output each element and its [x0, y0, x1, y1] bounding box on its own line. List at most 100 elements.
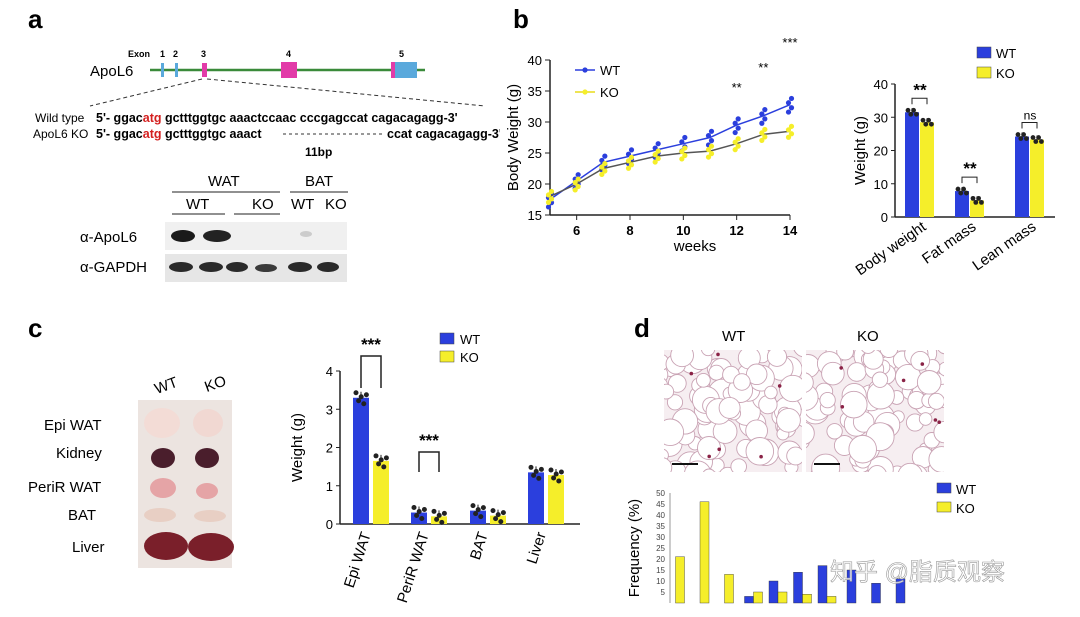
- significance-bracket: [1021, 122, 1038, 129]
- freq-bar-ko-4: [777, 591, 788, 604]
- adipocyte-cell: [867, 465, 887, 472]
- adipocyte-cell: [821, 361, 845, 386]
- data-dot: [923, 121, 929, 127]
- data-point-ko: [652, 152, 658, 158]
- adipocyte-cell: [918, 412, 933, 426]
- exon-4: [281, 62, 297, 78]
- histo-col-ko: KO: [857, 328, 879, 345]
- adipocyte-cell: [937, 350, 944, 355]
- photo-col-wt: WT: [152, 374, 180, 398]
- organ-bat: BAT: [68, 507, 96, 524]
- legend-label-ko: KO: [996, 66, 1015, 81]
- y-tick-label: 40: [528, 53, 542, 68]
- data-dot: [414, 513, 420, 519]
- histology-ko: [806, 350, 944, 472]
- data-point-wt: [759, 120, 765, 126]
- panel-b: b 15 20 25 30 35 40 6 8 10 12 14 weeks Body Weight (…: [505, 4, 1055, 279]
- nucleus: [840, 405, 845, 409]
- tissue-perir-ko: [196, 483, 218, 499]
- freq-bar-wt-6: [817, 565, 828, 604]
- tissue-epi-wt: [144, 408, 180, 438]
- y-axis-label: Body Weight (g): [505, 84, 522, 191]
- nucleus: [901, 378, 906, 383]
- data-point-wt: [682, 134, 688, 141]
- data-dot: [556, 478, 562, 484]
- legend-label-wt: WT: [600, 63, 620, 78]
- data-point-ko: [679, 156, 685, 162]
- freq-bar-wt-9: [895, 578, 906, 604]
- panel-b-label: b: [513, 4, 529, 34]
- exon-number-1: 1: [160, 49, 165, 59]
- band-gapdh-2: [199, 262, 223, 272]
- y-tick-label: 30: [874, 110, 888, 125]
- data-dot: [914, 111, 919, 117]
- adipocyte-cell: [840, 390, 868, 419]
- exon-number-5: 5: [399, 49, 404, 59]
- data-point-ko: [575, 183, 581, 190]
- data-point-wt: [735, 125, 741, 131]
- data-point-wt: [705, 133, 712, 139]
- data-point-ko: [652, 159, 658, 165]
- y-tick-label: 50: [656, 489, 665, 498]
- y-tick-label: 1: [326, 479, 333, 494]
- data-dot: [498, 519, 504, 525]
- lane-wt-wat: WT: [186, 196, 209, 213]
- legend-swatch-ko: [976, 66, 992, 79]
- data-point-wt: [735, 116, 741, 122]
- exon-3: [202, 63, 207, 77]
- x-tick-label: 12: [729, 223, 743, 238]
- significance-bracket: [911, 97, 928, 105]
- organ-kidney: Kidney: [56, 445, 102, 462]
- freq-bar-wt-5: [793, 572, 803, 604]
- data-point-wt: [628, 147, 635, 153]
- data-point-ko: [708, 143, 715, 149]
- tissue-bat-wt: [144, 508, 176, 522]
- bar-ko-0: [373, 460, 389, 524]
- x-tick-label: 6: [573, 223, 580, 238]
- x-tick-label: Liver: [524, 530, 550, 566]
- bar-wt-0: [905, 112, 919, 217]
- adipocyte-cell: [745, 437, 775, 466]
- y-tick-label: 25: [656, 544, 665, 553]
- legend-swatch-wt: [976, 46, 992, 59]
- tissue-kidney-wt: [151, 448, 175, 468]
- data-dot: [538, 466, 544, 472]
- blot-group-bat: BAT: [305, 173, 333, 190]
- data-dot: [378, 457, 384, 463]
- legend-marker-wt: [582, 67, 588, 73]
- gene-name: ApoL6: [90, 63, 133, 80]
- band-apol6-faint: [300, 231, 312, 237]
- data-dot: [376, 461, 382, 467]
- data-point-ko: [599, 164, 605, 170]
- legend-swatch-wt: [936, 482, 952, 494]
- data-point-ko: [759, 130, 765, 136]
- data-point-ko: [625, 158, 632, 164]
- freq-bar-wt-3: [744, 596, 754, 604]
- data-point-ko: [679, 148, 685, 155]
- adipocyte-cell: [871, 371, 889, 388]
- blot-strip-apol6: [165, 222, 347, 250]
- tissue-perir-wt: [150, 478, 176, 498]
- data-dot: [356, 398, 362, 404]
- data-dot: [411, 505, 417, 511]
- data-dot: [905, 107, 911, 113]
- data-point-wt: [708, 128, 715, 134]
- freq-bar-ko-6: [826, 596, 837, 604]
- data-dot: [478, 514, 484, 520]
- data-point-ko: [628, 154, 635, 160]
- legend-label-ko: KO: [460, 350, 479, 365]
- nucleus: [717, 447, 721, 452]
- series-line-ko: [549, 130, 791, 198]
- bar-wt-3: [528, 472, 544, 524]
- data-dot: [1033, 139, 1039, 144]
- adipocyte-cell: [836, 350, 854, 361]
- panel-c-label: c: [28, 313, 42, 343]
- freq-bar-ko-1: [699, 501, 710, 604]
- nucleus: [920, 362, 925, 366]
- data-dot: [361, 401, 367, 407]
- y-tick-label: 0: [326, 517, 333, 532]
- data-dot: [363, 392, 369, 398]
- nucleus: [759, 454, 763, 459]
- freq-bar-wt-4: [768, 580, 779, 604]
- data-dot: [439, 519, 445, 525]
